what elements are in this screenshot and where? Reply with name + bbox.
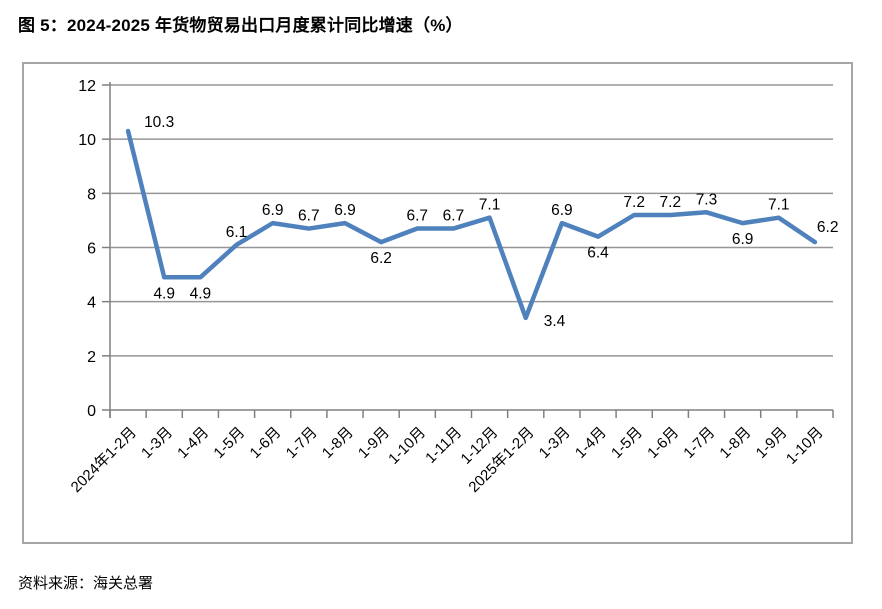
x-tick-label: 1-6月 xyxy=(644,424,682,462)
x-tick-label: 1-8月 xyxy=(716,424,754,462)
x-tick-label: 2024年1-2月 xyxy=(68,424,140,496)
data-label: 4.9 xyxy=(190,285,212,302)
y-tick-label: 8 xyxy=(87,186,96,203)
x-tick-label: 1-10月 xyxy=(783,424,827,468)
chart-title: 图 5：2024-2025 年货物贸易出口月度累计同比增速（%） xyxy=(18,16,463,35)
data-label: 6.9 xyxy=(551,202,573,219)
y-tick-label: 10 xyxy=(78,132,96,149)
chart-frame: 0 2 4 6 8 10 12 2024年1-2月 1-3月 1-4月 1-5月 1-6月 1-7月 1-… xyxy=(22,62,853,544)
data-label: 4.9 xyxy=(153,285,175,302)
data-label: 6.9 xyxy=(732,231,754,248)
x-tick-label: 1-7月 xyxy=(680,424,718,462)
source-note: 资料来源：海关总署 xyxy=(18,575,154,592)
data-label: 7.3 xyxy=(696,191,718,208)
data-label: 7.2 xyxy=(660,194,682,211)
data-label: 6.7 xyxy=(406,208,428,225)
x-tick-label: 1-5月 xyxy=(210,424,248,462)
data-label: 6.1 xyxy=(226,224,248,241)
x-tick-label: 1-8月 xyxy=(319,424,357,462)
x-tick-label: 1-10月 xyxy=(385,424,429,468)
y-tick-label: 4 xyxy=(87,295,96,312)
x-tick-label: 1-4月 xyxy=(572,424,610,462)
data-label: 6.7 xyxy=(298,208,320,225)
x-tick-label: 1-4月 xyxy=(174,424,212,462)
line-chart: 0246810122024年1-2月1-3月1-4月1-5月1-6月1-7月1-… xyxy=(68,78,839,496)
data-label: 10.3 xyxy=(144,114,174,131)
x-tick-label: 1-11月 xyxy=(422,424,465,467)
data-label: 6.7 xyxy=(443,208,465,225)
data-label: 3.4 xyxy=(544,313,566,330)
data-label: 7.2 xyxy=(623,194,645,211)
y-tick-label: 2 xyxy=(87,349,96,366)
data-label: 6.4 xyxy=(587,245,609,262)
data-label: 6.2 xyxy=(370,250,392,267)
x-tick-label: 1-7月 xyxy=(283,424,321,462)
x-tick-label: 1-5月 xyxy=(608,424,646,462)
y-tick-label: 0 xyxy=(87,403,96,420)
x-tick-label: 1-3月 xyxy=(536,424,574,462)
data-label: 6.2 xyxy=(817,219,839,236)
data-label: 6.9 xyxy=(334,202,356,219)
series-line xyxy=(125,128,818,321)
data-label: 7.1 xyxy=(479,197,501,214)
y-tick-label: 6 xyxy=(87,241,96,258)
data-label: 7.1 xyxy=(768,197,790,214)
x-tick-label: 1-6月 xyxy=(247,424,285,462)
y-tick-label: 12 xyxy=(78,78,96,95)
data-label: 6.9 xyxy=(262,202,284,219)
x-tick-label: 1-3月 xyxy=(138,424,176,462)
